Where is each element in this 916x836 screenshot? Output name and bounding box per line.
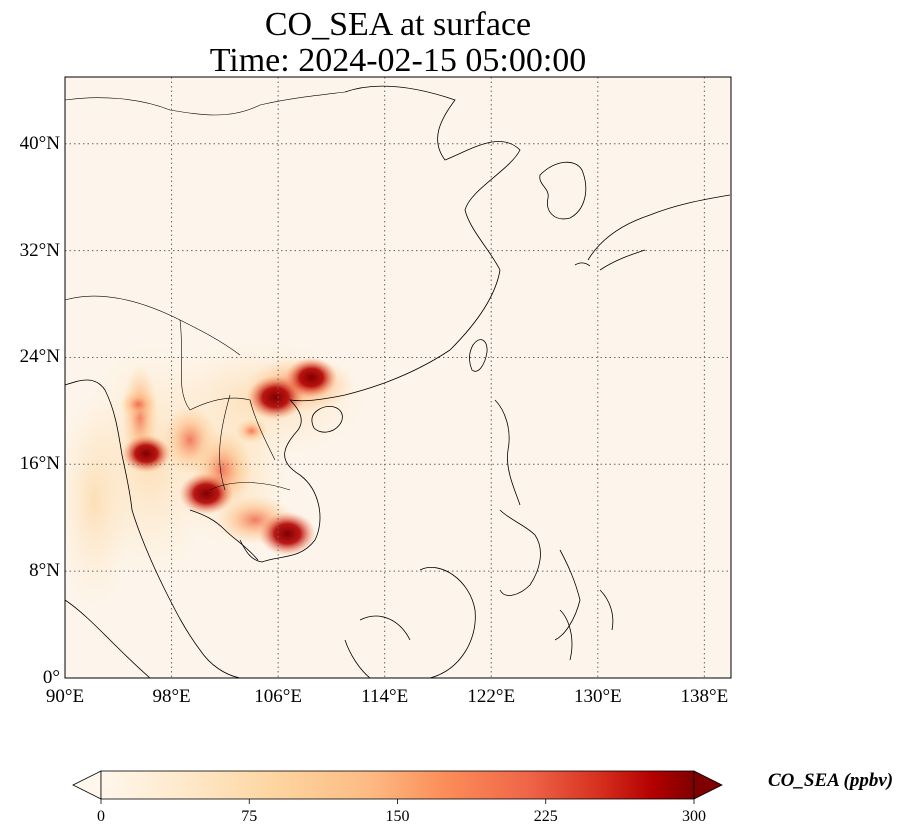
hotspot [120,390,157,419]
y-tick-label: 24°N [19,346,60,368]
map-frame [64,76,732,679]
coastlines [65,85,731,678]
map-gridlines [65,77,731,678]
hotspot [235,418,268,444]
hotspot [178,472,234,515]
colorbar-label: CO_SEA (ppbv) [768,770,894,791]
hotspot [121,434,171,473]
hotspot [285,357,338,398]
colorbar-tick-label: 0 [97,808,105,825]
colorbar-tick-label: 150 [385,808,410,825]
x-tick-label: 90°E [45,686,85,707]
y-tick-label: 16°N [19,453,60,475]
colorbar-extend-low [72,770,102,800]
x-tick-label: 106°E [254,686,302,707]
x-tick-label: 98°E [152,686,191,707]
colorbar-tick-label: 300 [682,808,706,825]
colorbar-tick-label: 75 [241,808,258,825]
x-tick-label: 130°E [573,686,622,707]
y-tick-label: 8°N [29,560,60,582]
colorbar [72,770,723,804]
map-title-line1: CO_SEA at surface [264,6,532,43]
x-tick-label: 138°E [680,686,729,707]
y-tick-label: 40°N [19,132,60,154]
y-tick-label: 0° [42,667,60,688]
colorbar-extend-high [693,770,723,800]
colorbar-ramp [100,770,695,800]
map-title-line2: Time: 2024-02-15 05:00:00 [209,42,587,79]
x-tick-label: 122°E [467,686,516,707]
co-hotspots [120,357,338,556]
x-tick-label: 114°E [361,686,409,707]
hotspot [258,511,317,556]
colorbar-tick-label: 225 [533,808,558,825]
y-tick-label: 32°N [19,239,60,261]
